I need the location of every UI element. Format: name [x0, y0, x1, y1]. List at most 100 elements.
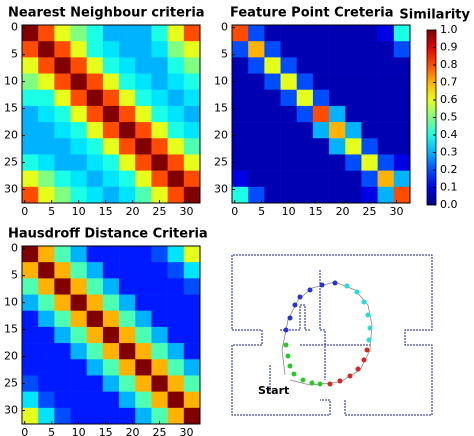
heatmap-cell [313, 41, 329, 57]
heatmap-cell [87, 375, 103, 391]
y-tick-label: 25 [4, 377, 18, 390]
colorbar-tick-label: 0.9 [440, 41, 458, 54]
heatmap-cell [313, 154, 329, 170]
heatmap-cell [151, 122, 167, 138]
heatmap-cell [297, 187, 313, 203]
heatmap-cell [38, 57, 54, 73]
heatmap-cell [168, 311, 184, 327]
heatmap-cell [248, 25, 264, 41]
heatmap-cell [394, 171, 410, 187]
x-tick-label: 10 [282, 205, 296, 218]
heatmap-cell [135, 359, 151, 375]
heatmap-cell [168, 295, 184, 311]
x-tick-label: 20 [126, 205, 140, 218]
heatmap-cell [119, 171, 135, 187]
heatmap-cell [184, 138, 200, 154]
heatmap-cell [281, 57, 297, 73]
heatmap-cell [54, 327, 70, 343]
heatmap-cell [168, 57, 184, 73]
heatmap-cell [151, 375, 167, 391]
heatmap-cell [135, 246, 151, 262]
heatmap-cell [264, 187, 280, 203]
heatmap-cell [361, 171, 377, 187]
heatmap-cell [184, 171, 200, 187]
colorbar-tick-label: 0.8 [440, 58, 458, 71]
x-tick-label: 30 [180, 426, 194, 436]
heatmap-cell [135, 122, 151, 138]
heatmap-cell [248, 171, 264, 187]
heatmap-cell [184, 262, 200, 278]
heatmap-cell [151, 278, 167, 294]
x-tick-label: 15 [99, 426, 113, 436]
heatmap-cell [38, 311, 54, 327]
heatmap-cell [71, 90, 87, 106]
heatmap-cell [168, 246, 184, 262]
heatmap-cell [87, 138, 103, 154]
heatmap-cell [119, 408, 135, 424]
heatmap-cell [151, 154, 167, 170]
heatmap-cell [71, 25, 87, 41]
heatmap-cell [151, 295, 167, 311]
heatmap-cell [38, 408, 54, 424]
heatmap-cell [119, 187, 135, 203]
heatmap-cell [168, 90, 184, 106]
y-tick-label: 15 [4, 102, 18, 115]
heatmap-cell [87, 41, 103, 57]
heatmap-cell [361, 138, 377, 154]
heatmap-cell [38, 295, 54, 311]
heatmap-cell [38, 327, 54, 343]
heatmap-cell [345, 57, 361, 73]
colorbar-tick-label: 0.6 [440, 93, 458, 106]
heatmap-cell [264, 41, 280, 57]
heatmap-cell [151, 311, 167, 327]
heatmap-cell [345, 25, 361, 41]
heatmap-cell [119, 246, 135, 262]
heatmap-cell [151, 392, 167, 408]
heatmap-cell [87, 278, 103, 294]
heatmap-cell [71, 375, 87, 391]
heatmap-cell [71, 295, 87, 311]
y-tick-label: 15 [214, 102, 228, 115]
heatmap-cell [22, 262, 38, 278]
heatmap-cell [135, 343, 151, 359]
heatmap-cell [313, 171, 329, 187]
heatmap-cell [168, 154, 184, 170]
heatmap-cell [38, 187, 54, 203]
heatmap-cell [119, 311, 135, 327]
heatmap-cell [71, 57, 87, 73]
heatmap-cell [54, 246, 70, 262]
heatmap-cell [297, 41, 313, 57]
x-tick-label: 0 [21, 205, 28, 218]
heatmap-cell [232, 171, 248, 187]
colorbar-tick-label: 0.4 [440, 128, 458, 141]
heatmap-cell [394, 41, 410, 57]
heatmap-cell [71, 327, 87, 343]
heatmap-cell [103, 41, 119, 57]
y-tick-label: 0 [221, 21, 228, 34]
heatmap-cell [103, 295, 119, 311]
chart-title: Feature Point Creteria [230, 6, 394, 21]
heatmap-cell [281, 106, 297, 122]
heatmap-cell [38, 74, 54, 90]
heatmap-cell [184, 74, 200, 90]
heatmap-cell [135, 138, 151, 154]
heatmap-cell [135, 392, 151, 408]
heatmap-cell [119, 154, 135, 170]
heatmap-cell [135, 90, 151, 106]
heatmap-cell [151, 138, 167, 154]
heatmap-cell [38, 359, 54, 375]
heatmap-cell [345, 138, 361, 154]
colorbar-tick-label: 0.3 [440, 146, 458, 159]
heatmap-cell [151, 74, 167, 90]
start-label: Start [258, 384, 289, 397]
heatmap-cell [378, 25, 394, 41]
heatmap-cell [119, 41, 135, 57]
heatmap-cell [313, 106, 329, 122]
heatmap-cell [184, 25, 200, 41]
heatmap-cell [119, 25, 135, 41]
heatmap-cell [87, 246, 103, 262]
heatmap-cell [329, 138, 345, 154]
y-tick-label: 5 [221, 48, 228, 61]
heatmap-cell [119, 359, 135, 375]
colorbar-tick-label: 1.0 [440, 23, 458, 36]
